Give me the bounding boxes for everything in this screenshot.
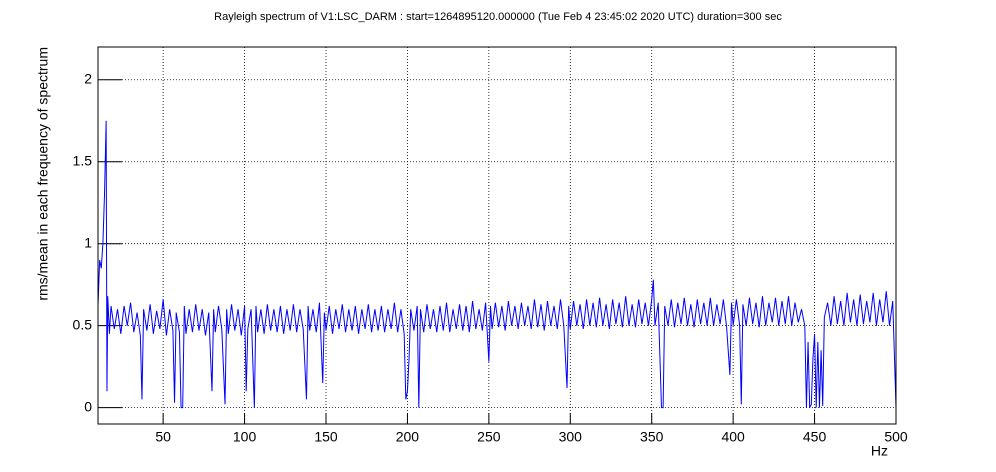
x-tick-label: 100 xyxy=(233,429,257,445)
x-tick-label: 400 xyxy=(721,429,745,445)
x-tick-label: 50 xyxy=(155,429,171,445)
x-tick-label: 450 xyxy=(803,429,827,445)
chart-title: Rayleigh spectrum of V1:LSC_DARM : start… xyxy=(214,11,782,23)
x-tick-label: 350 xyxy=(640,429,664,445)
x-tick-label: 150 xyxy=(314,429,338,445)
y-tick-label: 1 xyxy=(84,234,92,250)
x-axis-label: Hz xyxy=(871,443,888,459)
data-line xyxy=(97,120,897,409)
y-axis-label: rms/mean in each frequency of spectrum xyxy=(35,47,51,301)
x-tick-label: 300 xyxy=(559,429,583,445)
y-tick-label: 0.5 xyxy=(73,316,93,332)
x-tick-label: 250 xyxy=(477,429,501,445)
y-tick-label: 1.5 xyxy=(73,152,93,168)
y-tick-label: 2 xyxy=(84,70,92,86)
x-tick-label: 200 xyxy=(396,429,420,445)
y-tick-label: 0 xyxy=(84,398,92,414)
plot-frame xyxy=(97,46,897,425)
x-tick-label: 500 xyxy=(884,429,908,445)
